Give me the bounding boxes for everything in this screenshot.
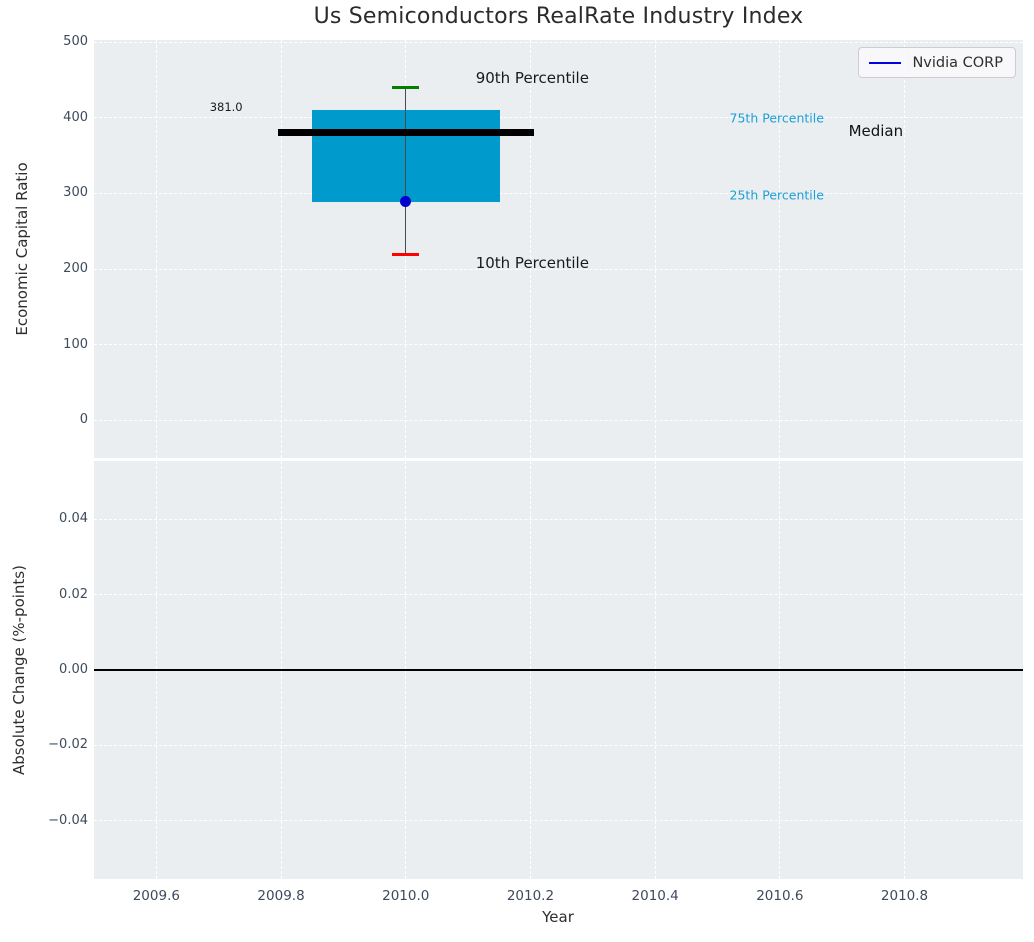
y-gridline <box>94 192 1023 194</box>
whisker-line <box>404 87 407 255</box>
y-tick-label-bottom: −0.04 <box>48 812 88 828</box>
x-axis-label: Year <box>542 908 574 926</box>
y-gridline <box>94 419 1023 421</box>
annotation-75th-percentile: 75th Percentile <box>729 110 824 126</box>
y-tick-label-top: 500 <box>63 34 88 50</box>
whisker-cap-90th <box>392 86 420 90</box>
y-tick-label-top: 100 <box>63 336 88 352</box>
x-tick-label: 2010.0 <box>382 888 430 904</box>
y-tick-label-bottom: 0.04 <box>59 511 88 527</box>
annotation-90th-percentile: 90th Percentile <box>475 68 589 87</box>
y-gridline <box>94 344 1023 346</box>
x-gridline <box>654 40 656 458</box>
y-tick-label-top: 200 <box>63 261 88 277</box>
y-gridline <box>94 820 1023 822</box>
y-gridline <box>94 41 1023 43</box>
top-axes: Nvidia CORP 381.0 90th Percentile 10th Per… <box>94 40 1023 458</box>
y-tick-label-bottom: 0.02 <box>59 586 88 602</box>
y-gridline <box>94 744 1023 746</box>
y-tick-label-top: 300 <box>63 185 88 201</box>
chart-title: Us Semiconductors RealRate Industry Inde… <box>313 4 804 29</box>
x-tick-label: 2010.4 <box>631 888 679 904</box>
y-gridline <box>94 117 1023 119</box>
whisker-cap-10th <box>392 252 420 257</box>
annotation-10th-percentile: 10th Percentile <box>475 253 589 272</box>
legend-label: Nvidia CORP <box>912 54 1003 71</box>
y-tick-label-top: 400 <box>63 109 88 125</box>
nvidia-marker <box>400 196 412 208</box>
bottom-axes <box>94 461 1023 879</box>
x-gridline <box>904 40 906 458</box>
annotation-median: Median <box>848 122 904 141</box>
x-tick-label: 2010.8 <box>880 888 929 904</box>
y-gridline <box>94 594 1023 596</box>
x-tick-label: 2009.6 <box>132 888 180 904</box>
x-tick-label: 2010.6 <box>756 888 804 904</box>
x-tick-label: 2009.8 <box>257 888 305 904</box>
x-tick-label: 2010.2 <box>506 888 555 904</box>
y-tick-label-top: 0 <box>79 412 88 428</box>
y-tick-label-bottom: −0.02 <box>48 737 88 753</box>
annotation-381-0: 381.0 <box>209 99 243 114</box>
x-gridline <box>529 40 531 458</box>
annotation-25th-percentile: 25th Percentile <box>729 187 824 203</box>
legend: Nvidia CORP <box>858 47 1016 78</box>
y-tick-label-bottom: 0.00 <box>59 662 88 677</box>
zero-line <box>94 669 1023 671</box>
y-gridline <box>94 268 1023 270</box>
x-gridline <box>155 40 157 458</box>
x-gridline <box>280 40 282 458</box>
median-line <box>277 128 534 136</box>
y-gridline <box>94 518 1023 520</box>
x-gridline <box>779 40 781 458</box>
legend-line-sample <box>869 61 902 64</box>
